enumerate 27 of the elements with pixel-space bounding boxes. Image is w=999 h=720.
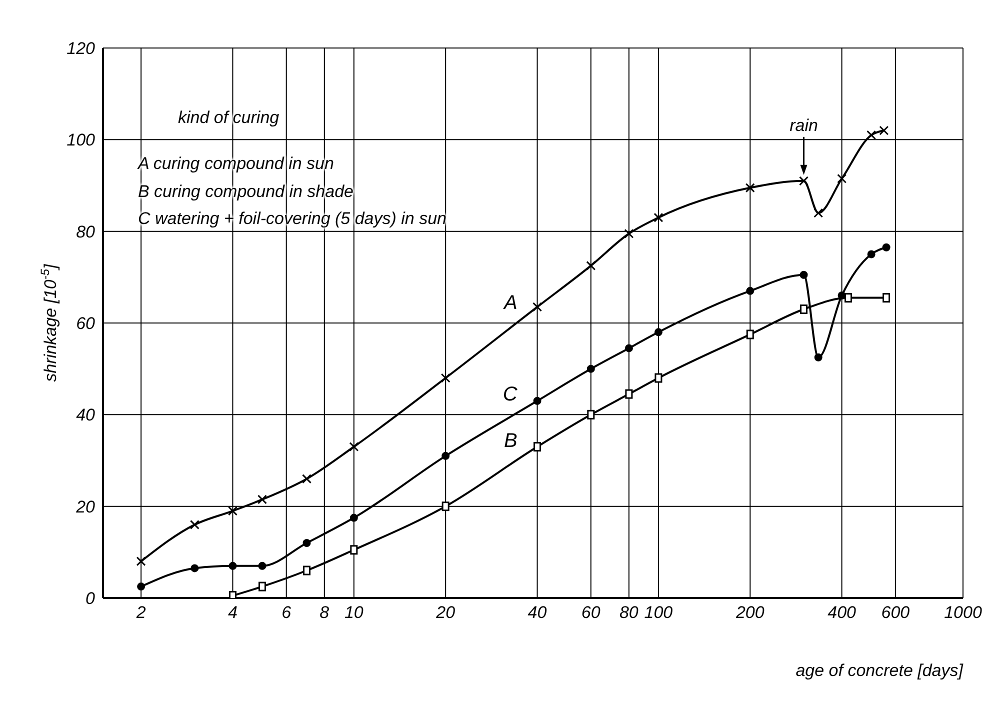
y-tick-label: 20 [75,497,96,516]
annotation: kind of curing [177,107,280,129]
x-tick-label: 400 [828,603,857,622]
x-tick-label: 200 [734,603,765,622]
annotation: rain [790,116,818,135]
series-label: A [502,292,518,314]
x-tick-label: 80 [619,603,639,622]
x-tick-label: 100 [644,603,674,622]
y-tick-label: 0 [86,589,96,608]
x-tick-label: 2 [135,603,146,622]
x-tick-label: 6 [282,603,292,622]
x-axis-title: age of concrete [days] [796,661,964,680]
series-label: C [502,383,518,406]
y-tick-label: 120 [66,39,96,58]
y-tick-label: 60 [76,314,96,334]
x-tick-label: 60 [581,603,601,622]
y-tick-label: 100 [66,130,96,150]
x-tick-label: 40 [528,603,548,622]
x-tick-label: 10 [344,603,364,622]
y-tick-label: 80 [76,222,96,242]
x-tick-label: 8 [320,603,330,622]
y-tick-label: 40 [76,406,96,425]
x-tick-label: 600 [881,603,910,622]
x-tick-label: 4 [228,603,238,622]
x-tick-label: 20 [435,603,456,622]
series-label: B [504,430,518,452]
x-tick-label: 1000 [944,603,982,622]
